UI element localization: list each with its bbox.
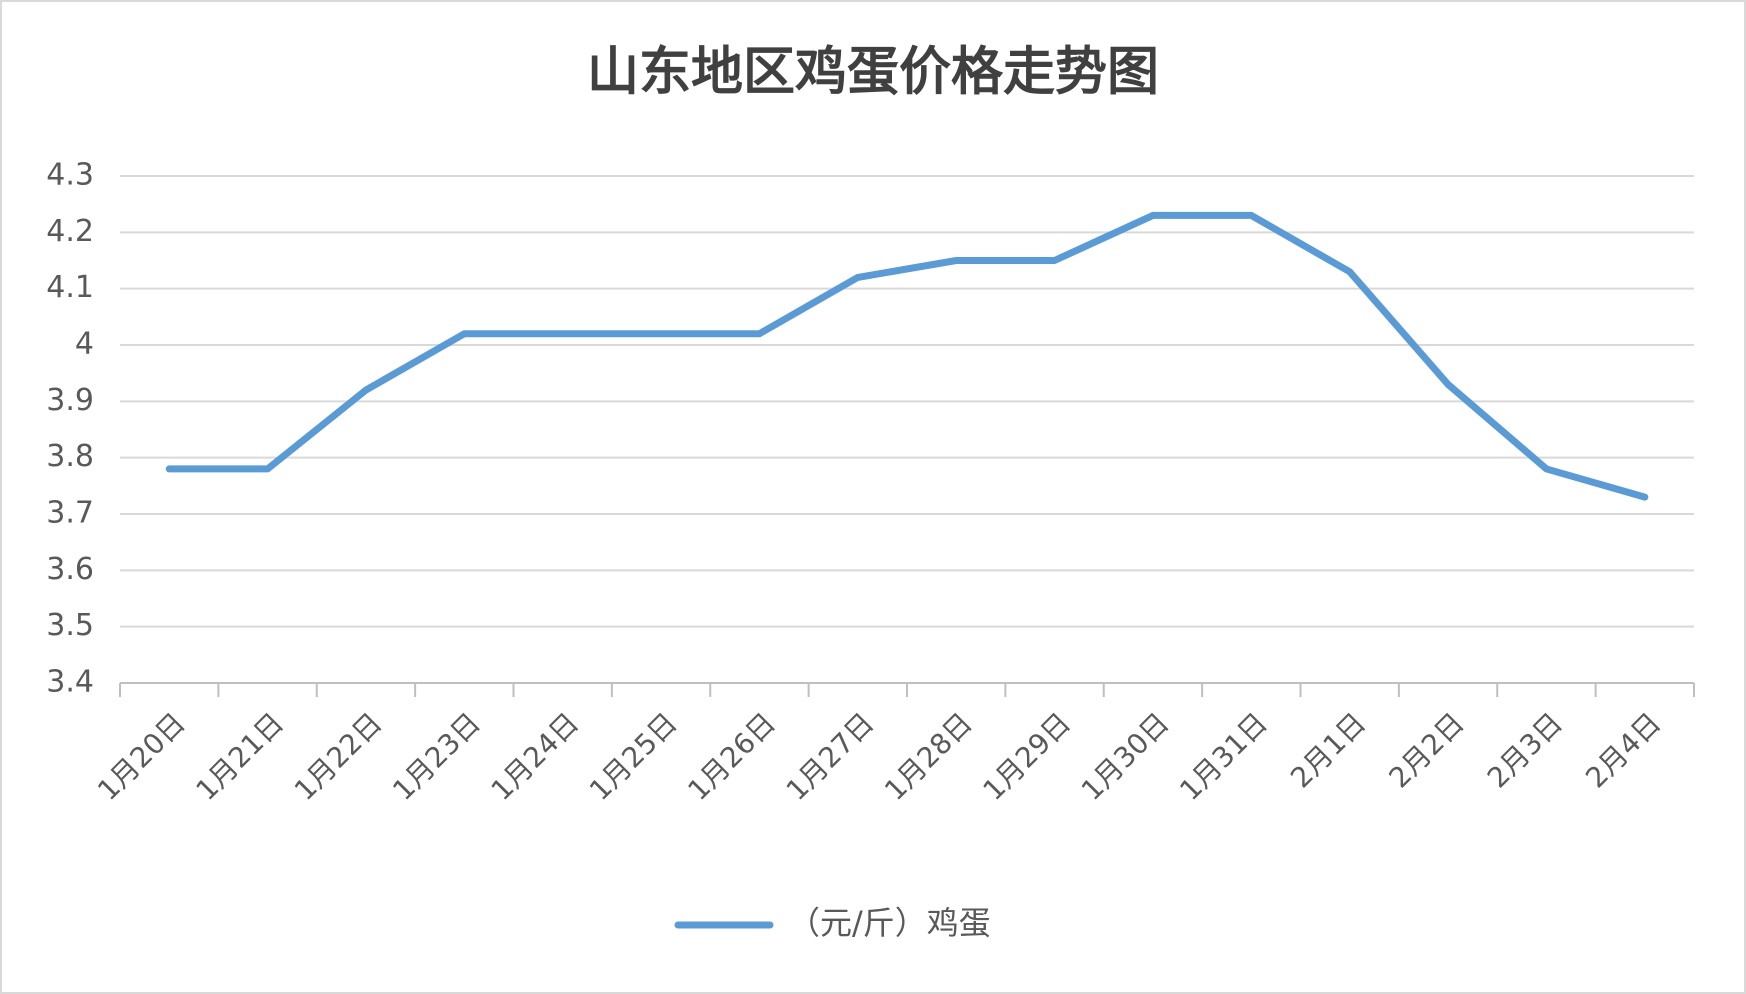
- legend-label: （元/斤）鸡蛋: [788, 904, 991, 942]
- y-tick-label: 4.3: [46, 158, 94, 193]
- y-tick-label: 4.2: [46, 214, 94, 249]
- line-series: [165, 211, 1649, 501]
- y-tick-label: 3.6: [46, 552, 94, 587]
- y-tick-label: 3.8: [46, 439, 94, 474]
- y-tick-label: 3.5: [46, 608, 94, 643]
- y-tick-label: 3.7: [46, 496, 94, 531]
- chart-title: 山东地区鸡蛋价格走势图: [587, 42, 1159, 103]
- y-tick-label: 3.4: [46, 665, 94, 700]
- y-tick-label: 4: [75, 327, 94, 362]
- y-tick-label: 3.9: [46, 383, 94, 418]
- y-tick-label: 4.1: [46, 270, 94, 305]
